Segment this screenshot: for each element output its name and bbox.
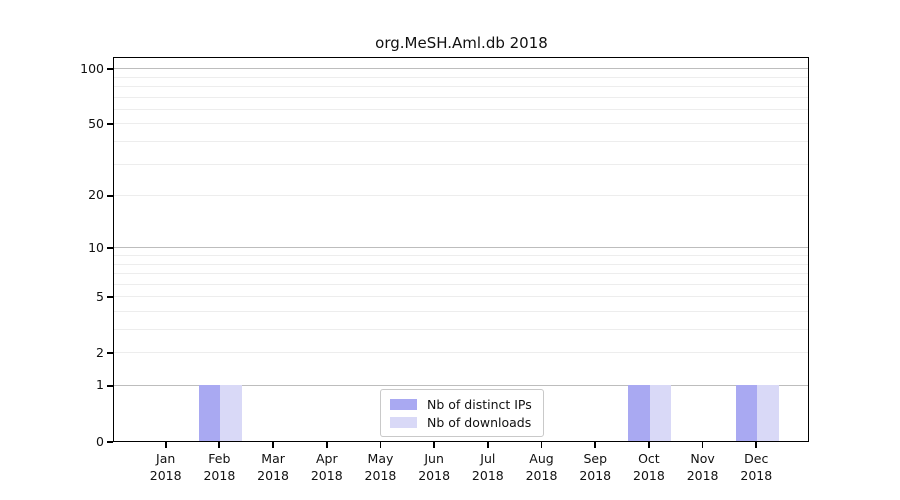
gridline-y-20	[114, 195, 808, 197]
gridline-y-4	[114, 311, 808, 313]
x-tick-label-jul: Jul 2018	[471, 451, 504, 483]
x-tick-label-apr: Apr 2018	[310, 451, 343, 483]
gridline-y-40	[114, 141, 808, 143]
y-tick-100	[107, 68, 113, 70]
y-tick-0	[107, 441, 113, 443]
gridline-y-6	[114, 283, 808, 285]
x-tick-jan	[164, 442, 167, 448]
x-tick-label-jun: Jun 2018	[418, 451, 451, 483]
y-tick-20	[107, 194, 113, 197]
x-tick-label-sep: Sep 2018	[579, 451, 612, 483]
gridline-y-10	[114, 247, 808, 249]
y-tick-50	[107, 123, 113, 126]
gridline-y-50	[114, 123, 808, 125]
x-tick-label-aug: Aug 2018	[525, 451, 558, 483]
x-tick-dec	[755, 442, 758, 448]
gridline-y-1	[114, 385, 808, 387]
x-tick-aug	[540, 442, 543, 448]
gridline-y-7	[114, 273, 808, 275]
gridline-y-30	[114, 163, 808, 165]
x-tick-label-feb: Feb 2018	[203, 451, 236, 483]
legend-label-downloads: Nb of downloads	[427, 414, 532, 430]
legend-label-distinct-ips: Nb of distinct IPs	[427, 396, 532, 412]
gridline-y-60	[114, 108, 808, 110]
bar-downloads-dec	[757, 385, 779, 442]
x-tick-label-dec: Dec 2018	[740, 451, 773, 483]
x-tick-nov	[701, 442, 704, 448]
y-tick-label-100: 100	[80, 60, 104, 76]
legend-swatch-distinct-ips	[390, 398, 417, 410]
gridline-y-90	[114, 76, 808, 78]
x-tick-label-oct: Oct 2018	[633, 451, 665, 483]
y-tick-label-0: 0	[96, 433, 104, 449]
y-tick-label-50: 50	[88, 115, 104, 131]
y-tick-label-20: 20	[88, 187, 104, 203]
x-tick-label-mar: Mar 2018	[257, 451, 289, 483]
chart-legend: Nb of distinct IPs Nb of downloads	[380, 389, 544, 437]
x-tick-apr	[325, 442, 328, 448]
x-tick-jun	[433, 442, 436, 448]
y-tick-2	[107, 352, 113, 354]
plot-area	[113, 57, 809, 442]
y-tick-label-5: 5	[96, 288, 104, 304]
x-tick-oct	[648, 442, 650, 448]
x-tick-label-jan: Jan 2018	[149, 451, 182, 483]
bar-downloads-feb	[220, 385, 242, 442]
gridline-y-70	[114, 96, 808, 98]
x-tick-label-may: May 2018	[364, 451, 397, 483]
gridline-y-3	[114, 329, 808, 331]
gridline-y-2	[114, 352, 808, 354]
legend-swatch-downloads	[390, 416, 417, 428]
x-tick-label-nov: Nov 2018	[686, 451, 719, 483]
gridline-y-9	[114, 255, 808, 257]
x-tick-sep	[594, 442, 597, 448]
gridline-y-80	[114, 86, 808, 88]
y-tick-10	[107, 247, 113, 249]
bar-distinct-ips-oct	[628, 385, 650, 442]
y-tick-label-1: 1	[96, 377, 104, 393]
x-tick-may	[379, 442, 382, 448]
y-tick-1	[107, 384, 113, 387]
x-tick-feb	[218, 442, 221, 448]
legend-row-distinct-ips: Nb of distinct IPs	[390, 395, 534, 413]
bar-distinct-ips-dec	[735, 385, 758, 442]
y-tick-5	[107, 296, 113, 298]
chart-title: org.MeSH.Aml.db 2018	[375, 34, 548, 52]
y-tick-label-2: 2	[96, 344, 104, 360]
bar-downloads-oct	[649, 385, 672, 442]
x-tick-jul	[486, 442, 489, 448]
gridline-y-5	[114, 296, 808, 298]
gridline-y-100	[114, 68, 808, 70]
y-tick-label-10: 10	[88, 239, 104, 255]
bar-distinct-ips-feb	[198, 385, 221, 442]
legend-row-downloads: Nb of downloads	[390, 413, 534, 431]
gridline-y-8	[114, 263, 808, 265]
x-tick-mar	[272, 442, 274, 448]
